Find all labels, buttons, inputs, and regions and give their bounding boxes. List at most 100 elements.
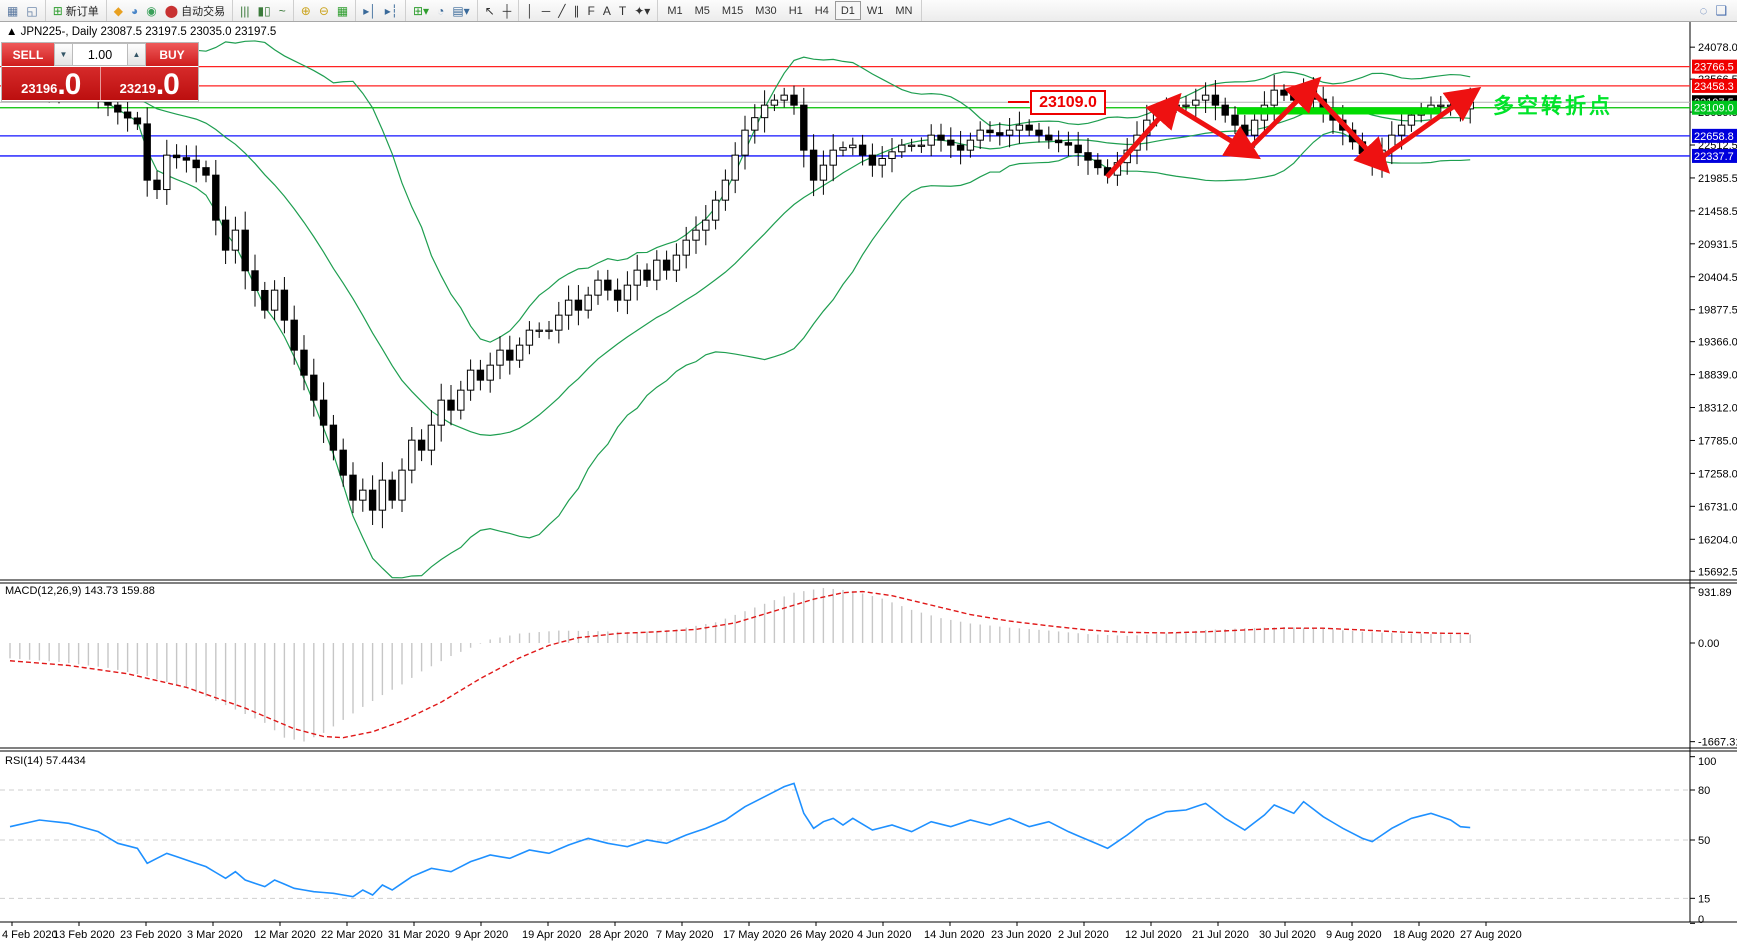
chart-window-icon[interactable]: ▦ [3,2,22,20]
buy-button[interactable]: BUY [146,43,198,66]
svg-text:15692.5: 15692.5 [1698,566,1737,578]
bar-chart-type-icon[interactable]: ||| [236,2,253,20]
data-window-icon: ◱ [26,3,38,18]
timeframe-h4[interactable]: H4 [814,4,829,17]
period-clock-icon: ◔ [437,3,445,18]
toolbar-group: ◆ ◕ ◉ ⬤ 自动交易 [107,0,234,21]
signals-icon[interactable]: ◉ [142,2,160,20]
crosshair-icon[interactable]: ┼ [499,2,516,20]
text-label-icon: T [618,3,627,18]
community-icon[interactable]: ◕ [127,2,142,20]
candlestick-type-icon: ▮▯ [257,3,271,18]
buy-price-main: 23219 [119,81,156,96]
timeframe-m15[interactable]: M15 [721,4,744,17]
sell-button[interactable]: SELL [2,43,54,66]
price-level-annotation: 23109.0 [1030,90,1106,115]
timeframe-m1[interactable]: M1 [667,4,683,17]
zoom-in-icon[interactable]: ⊕ [297,2,315,20]
chart-shift-icon[interactable]: ▸┆ [381,2,402,20]
timeframe-w1[interactable]: W1 [866,4,884,17]
svg-text:4 Jun 2020: 4 Jun 2020 [857,929,911,941]
svg-text:14 Jun 2020: 14 Jun 2020 [924,929,985,941]
community-icon: ◕ [130,3,139,18]
new-order-button-label: 新订单 [65,5,99,18]
horizontal-line-icon[interactable]: ─ [538,2,555,20]
price-axis: 24078.023566.523039.522512.521985.521458… [1690,42,1737,578]
svg-text:9 Aug 2020: 9 Aug 2020 [1326,929,1382,941]
macd-indicator-label: MACD(12,26,9) 143.73 159.88 [5,585,155,597]
main-toolbar: ▦ ◱ ⊞ 新订单 ◆ ◕ ◉ ⬤ 自动交易 ||| ▮▯ ~ ⊕ ⊖ ▦ ▸│ ▸┆ ⊞▾ ◔ ▤▾ ↖ ┼ │ ─ ╱ ∥ F A… [0,0,1737,22]
rsi-indicator-label: RSI(14) 57.4434 [5,755,86,767]
auto-scroll-icon: ▸│ [363,3,377,18]
svg-text:22658.8: 22658.8 [1694,131,1734,143]
zoom-in-icon: ⊕ [300,3,311,18]
svg-text:931.89: 931.89 [1698,587,1732,599]
new-order-button[interactable]: ⊞ 新订单 [49,2,103,20]
auto-scroll-icon[interactable]: ▸│ [359,2,381,20]
pane-borders [0,21,1737,923]
sell-price[interactable]: 23196 .0 [2,67,100,100]
text-icon[interactable]: A [599,2,615,20]
svg-text:12 Mar 2020: 12 Mar 2020 [254,929,316,941]
sell-price-main: 23196 [21,81,58,96]
sell-price-pips: .0 [57,68,81,100]
svg-text:16204.0: 16204.0 [1698,534,1737,546]
vertical-line-icon[interactable]: │ [522,2,538,20]
cursor-icon[interactable]: ↖ [481,2,499,20]
timeframe-d1[interactable]: D1 [834,1,861,20]
tile-windows-icon: ▦ [336,3,349,18]
svg-text:22337.7: 22337.7 [1694,151,1734,163]
toolbar-group: ↖ ┼ [478,0,520,21]
toolbar-group: ⊞ 新订单 [46,0,107,21]
toolbar-group: ⊕ ⊖ ▦ [294,0,357,21]
volume-input[interactable] [73,43,127,66]
data-window-icon[interactable]: ◱ [22,2,41,20]
svg-text:30 Jul 2020: 30 Jul 2020 [1259,929,1316,941]
equidistant-channel-icon[interactable]: ∥ [570,2,584,20]
line-chart-type-icon[interactable]: ~ [275,2,290,20]
period-clock-icon[interactable]: ◔ [433,2,448,20]
candlestick-type-icon[interactable]: ▮▯ [254,2,275,20]
cursor-icon: ↖ [484,3,495,18]
timeframe-mn[interactable]: MN [895,4,913,17]
svg-text:7 May 2020: 7 May 2020 [656,929,713,941]
zoom-out-icon[interactable]: ⊖ [315,2,333,20]
svg-text:20404.5: 20404.5 [1698,272,1737,284]
autotrading-button[interactable]: ⬤ 自动交易 [161,2,229,20]
templates-icon: ▤▾ [452,3,470,18]
buy-price[interactable]: 23219 .0 [99,67,198,100]
svg-text:23109.0: 23109.0 [1694,103,1734,115]
tile-windows-icon[interactable]: ▦ [333,2,352,20]
arrows-icon[interactable]: ✦▾ [630,2,654,20]
mql5-market-icon[interactable]: ◆ [110,2,127,20]
templates-icon[interactable]: ▤▾ [448,2,473,20]
volume-up-button[interactable]: ▲ [127,43,146,66]
arrows-icon: ✦▾ [634,3,651,18]
svg-text:18 Aug 2020: 18 Aug 2020 [1393,929,1455,941]
volume-down-button[interactable]: ▼ [54,43,73,66]
text-label-icon[interactable]: T [615,2,630,20]
comments-icon[interactable]: ❑ [1715,2,1727,18]
macd-pane [9,587,1471,742]
trendline-icon[interactable]: ╱ [554,2,569,20]
svg-text:100: 100 [1698,756,1716,768]
trendline-icon: ╱ [558,3,566,18]
bar-chart-type-icon: ||| [240,3,250,18]
equidistant-channel-icon: ∥ [573,3,580,18]
crosshair-icon: ┼ [502,3,512,18]
chart-title: ▲ JPN225-, Daily 23087.5 23197.5 23035.0… [6,26,277,38]
search-icon[interactable]: ◌ [1699,3,1708,18]
new-chart-button: ⊞▾ [413,3,430,18]
timeframe-h1[interactable]: H1 [788,4,803,17]
timeframe-m5[interactable]: M5 [694,4,710,17]
timeframe-m30[interactable]: M30 [755,4,777,17]
svg-text:23 Feb 2020: 23 Feb 2020 [120,929,182,941]
svg-text:13 Feb 2020: 13 Feb 2020 [53,929,115,941]
new-chart-button[interactable]: ⊞▾ [409,2,433,20]
toolbar-group: ▸│ ▸┆ [356,0,406,21]
fibonacci-icon[interactable]: F [584,2,599,20]
svg-text:2 Jul 2020: 2 Jul 2020 [1058,929,1109,941]
text-icon: A [602,3,611,18]
